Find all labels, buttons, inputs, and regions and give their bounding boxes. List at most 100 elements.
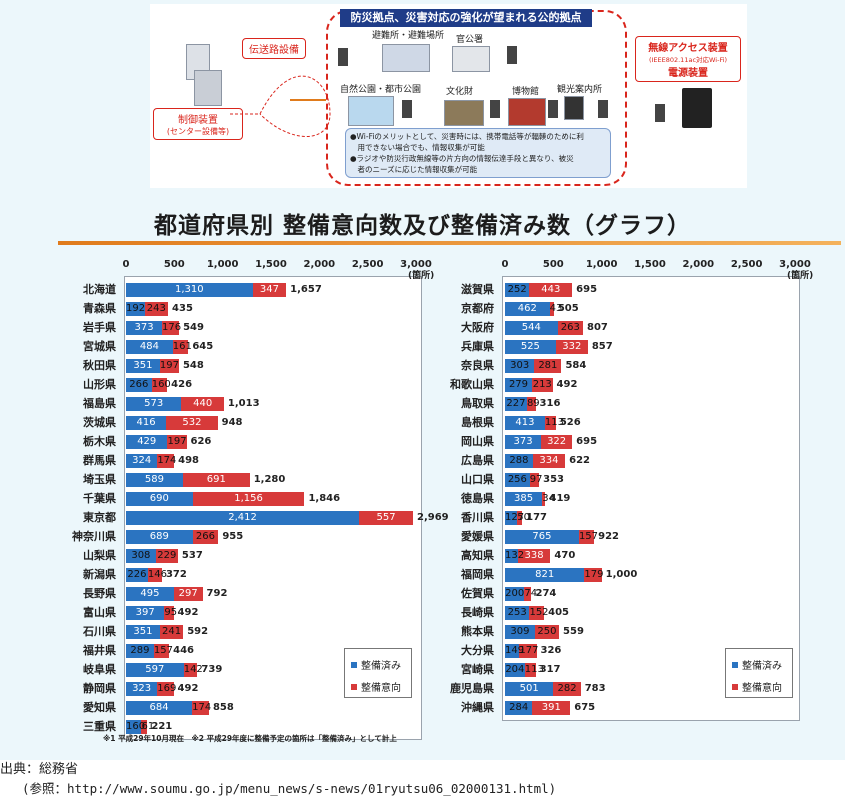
- bar-done-label: 484: [139, 341, 159, 352]
- category-label: 兵庫県: [461, 340, 494, 353]
- bar-total-label: 592: [187, 626, 209, 637]
- bar-plan: [529, 283, 573, 297]
- bar-done: [126, 416, 167, 430]
- x-tick-label: 1,500: [255, 259, 287, 270]
- bar-total-label: 622: [569, 455, 590, 466]
- bar-plan: [578, 530, 595, 544]
- site-label: 観光案内所: [557, 85, 603, 95]
- bar-done: [505, 283, 530, 297]
- bar-plan-label: 243: [146, 303, 166, 314]
- bar-total-label: 446: [173, 645, 194, 656]
- category-label: 新潟県: [83, 568, 116, 581]
- bar-plan: [531, 378, 553, 392]
- bar-plan-label: 297: [178, 588, 198, 599]
- bar-total-label: 807: [587, 322, 608, 333]
- bar-done-label: 373: [134, 322, 154, 333]
- bar-done-label: 289: [130, 645, 150, 656]
- legend-swatch: [732, 683, 738, 690]
- x-tick-label: 2,500: [351, 259, 384, 270]
- bar-total-label: 695: [576, 436, 598, 447]
- wifi-icon: [507, 46, 517, 64]
- bar-done-label: 501: [519, 683, 539, 694]
- x-tick-label: 1,000: [585, 259, 618, 270]
- category-label: 静岡県: [83, 682, 116, 695]
- bar-done-label: 308: [131, 550, 151, 561]
- bar-total-label: 221: [151, 721, 173, 732]
- bar-done-label: 266: [129, 379, 149, 390]
- bar-plan: [157, 454, 175, 468]
- bar-total-label: 274: [535, 588, 557, 599]
- bar-done-label: 765: [532, 531, 552, 542]
- park-icon: [348, 96, 394, 126]
- bar-plan-label: 142: [183, 664, 203, 675]
- bar-total-label: 419: [549, 493, 571, 504]
- bar-plan-label: 174: [192, 702, 212, 713]
- bar-done-label: 413: [515, 417, 535, 428]
- wifi-icon: [548, 100, 558, 118]
- bar-done: [505, 397, 527, 411]
- bar-done-label: 279: [508, 379, 529, 390]
- bar-plan: [164, 606, 174, 620]
- bar-done: [126, 701, 193, 715]
- bar-total-label: 405: [548, 607, 570, 618]
- bar-done-label: 253: [507, 607, 527, 618]
- bar-total-label: 326: [540, 645, 562, 656]
- bar-total-label: 372: [165, 569, 187, 580]
- museum-icon: [508, 98, 546, 126]
- bar-plan-label: 146: [147, 569, 167, 580]
- bar-done: [126, 530, 193, 544]
- legend-swatch: [351, 661, 357, 668]
- bar-done: [126, 321, 163, 335]
- bar-total-label: 317: [539, 664, 561, 675]
- power-unit-icon: [682, 88, 712, 128]
- legend-entry: 整備済み: [732, 657, 782, 672]
- category-label: 福井県: [83, 644, 116, 657]
- bar-done: [505, 701, 533, 715]
- bar-done-label: 160: [126, 721, 146, 732]
- chart-legend: 整備済み 整備意向: [344, 648, 412, 698]
- site-label: 避難所・避難場所: [372, 31, 445, 41]
- bar-plan-label: 338: [524, 550, 544, 561]
- category-label: 栃木県: [83, 435, 116, 448]
- bar-plan: [526, 397, 536, 411]
- category-label: 岡山県: [461, 435, 494, 448]
- category-label: 熊本県: [461, 625, 494, 638]
- category-label: 秋田県: [83, 359, 116, 372]
- category-label: 宮崎県: [461, 663, 494, 676]
- wireless-access-tag: 無線アクセス装置 (IEEE802.11ac対応Wi-Fi) 電源装置: [635, 36, 741, 82]
- bar-plan-label: 113: [524, 664, 544, 675]
- bar-total-label: 537: [181, 550, 203, 561]
- bar-plan-label: 176: [162, 322, 182, 333]
- category-label: 愛媛県: [461, 530, 494, 543]
- bar-plan: [182, 473, 250, 487]
- category-label: 三重県: [83, 720, 116, 733]
- category-label: 北海道: [83, 283, 116, 296]
- bar-plan-label: 74: [524, 588, 538, 599]
- bar-done-label: 127: [505, 512, 525, 523]
- bar-done-label: 525: [520, 341, 540, 352]
- source-credit: 出典：総務省 (参照：http://www.soumu.go.jp/menu_n…: [0, 760, 556, 798]
- shelter-icon: [382, 44, 430, 72]
- bar-plan: [192, 701, 209, 715]
- category-label: 青森県: [83, 302, 116, 315]
- bar-done: [505, 435, 542, 449]
- bar-plan: [549, 302, 554, 316]
- bar-done-label: 324: [132, 455, 152, 466]
- bar-total-label: 435: [172, 303, 193, 314]
- bar-plan-label: 95: [164, 607, 178, 618]
- bar-done-label: 192: [126, 303, 146, 314]
- bar-plan: [252, 283, 287, 297]
- bar-done: [505, 302, 550, 316]
- legend-swatch: [732, 661, 738, 668]
- bar-done: [505, 625, 535, 639]
- bar-done-label: 323: [132, 683, 152, 694]
- bar-total-label: 426: [171, 379, 193, 390]
- x-tick-label: 0: [501, 259, 509, 270]
- temple-icon: [444, 100, 484, 126]
- category-label: 広島県: [461, 454, 494, 467]
- bar-plan-label: 691: [206, 474, 226, 485]
- wifi-merit-note: ●Wi-Fiのメリットとして、災害時には、携帯電話等が輻輳のために利 用できない…: [345, 128, 611, 178]
- category-label: 山口県: [461, 473, 494, 486]
- bar-done-label: 397: [135, 607, 155, 618]
- bar-done: [505, 568, 585, 582]
